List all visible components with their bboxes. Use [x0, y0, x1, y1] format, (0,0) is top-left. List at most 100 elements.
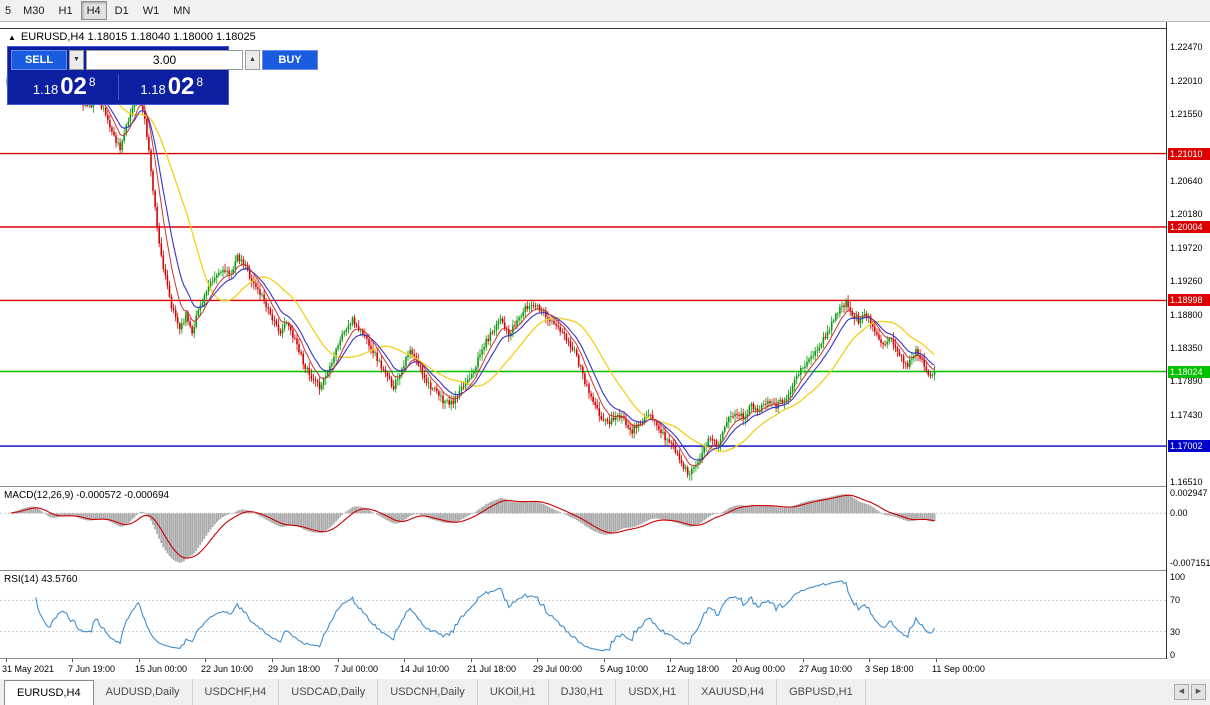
- price-tick-label: 1.20640: [1170, 176, 1203, 186]
- chart-tab[interactable]: USDCAD,Daily: [279, 679, 379, 705]
- price-divider: [117, 73, 119, 100]
- chart-tab[interactable]: USDCNH,Daily: [378, 679, 478, 705]
- timeframe-button[interactable]: H4: [80, 1, 107, 20]
- chart-tab[interactable]: AUDUSD,Daily: [94, 679, 193, 705]
- time-tick: [736, 659, 737, 662]
- price-tick-label: 1.21550: [1170, 109, 1203, 119]
- price-tick-label: 1.19260: [1170, 276, 1203, 286]
- time-label: 27 Aug 10:00: [799, 664, 853, 674]
- timeframe-button[interactable]: 5: [1, 1, 15, 20]
- time-label: 5 Aug 10:00: [600, 664, 649, 674]
- buy-button[interactable]: BUY: [262, 50, 318, 70]
- volume-dropdown-button[interactable]: ▼: [69, 50, 84, 70]
- macd-panel-canvas[interactable]: [0, 487, 1166, 570]
- one-click-trading-panel: SELL ▼ ▲ BUY 1.18 02 8 1.18 02 8: [7, 46, 318, 105]
- rsi-axis-label: 30: [1170, 627, 1181, 637]
- price-tick-label: 1.20180: [1170, 209, 1203, 219]
- price-tick-label: 1.22470: [1170, 42, 1203, 52]
- price-level-tag: 1.18024: [1168, 366, 1210, 378]
- price-level-tag: 1.17002: [1168, 440, 1210, 452]
- time-label: 11 Sep 00:00: [932, 664, 985, 674]
- sell-button[interactable]: SELL: [11, 50, 67, 70]
- chart-tab[interactable]: UKOil,H1: [478, 679, 549, 705]
- time-label: 20 Aug 00:00: [732, 664, 786, 674]
- time-tick: [72, 659, 73, 662]
- arrow-right-icon: ▶: [1195, 688, 1202, 695]
- price-tick-label: 1.19720: [1170, 243, 1203, 253]
- time-tick: [205, 659, 206, 662]
- chart-tab[interactable]: DJ30,H1: [549, 679, 617, 705]
- one-click-prices-row: 1.18 02 8 1.18 02 8: [11, 72, 225, 101]
- time-tick: [670, 659, 671, 662]
- sell-price-display[interactable]: 1.18 02 8: [11, 72, 118, 100]
- time-tick: [272, 659, 273, 662]
- price-tick-label: 1.17430: [1170, 410, 1203, 420]
- time-label: 14 Jul 10:00: [400, 664, 450, 674]
- time-tick: [338, 659, 339, 662]
- chart-frame-top-border: [0, 28, 1210, 29]
- sell-price-pips: 02: [60, 72, 87, 100]
- ohlc-title-text: EURUSD,H4 1.18015 1.18040 1.18000 1.1802…: [20, 31, 256, 43]
- timeframe-button[interactable]: W1: [137, 1, 166, 20]
- price-tick-label: 1.18350: [1170, 343, 1203, 353]
- time-label: 3 Sep 18:00: [865, 664, 914, 674]
- chart-tab[interactable]: XAUUSD,H4: [689, 679, 778, 705]
- time-tick: [869, 659, 870, 662]
- time-label: 21 Jul 18:00: [467, 664, 517, 674]
- time-tick: [604, 659, 605, 662]
- buy-price-frac: 8: [196, 74, 204, 89]
- volume-input[interactable]: [86, 50, 243, 70]
- price-axis[interactable]: 1.22470 1.22010 1.21550 1.20640 1.20180 1.197…: [1166, 22, 1210, 660]
- arrow-left-icon: ◀: [1178, 688, 1185, 695]
- one-click-collapse-icon[interactable]: ▲: [8, 32, 16, 42]
- chevron-down-icon: ▼: [73, 56, 80, 63]
- chart-tabs-bar: EURUSD,H4 AUDUSD,Daily USDCHF,H4 USDCAD,Dai…: [0, 679, 1210, 705]
- price-tick-label: 1.22010: [1170, 76, 1203, 86]
- macd-axis-label: 0.00: [1170, 508, 1188, 518]
- sell-price-big: 1.18: [32, 81, 59, 97]
- timeframe-button[interactable]: H1: [53, 1, 79, 20]
- macd-axis-label: 0.002947: [1170, 488, 1208, 498]
- chart-tab[interactable]: USDX,H1: [616, 679, 690, 705]
- timeframe-button[interactable]: MN: [167, 1, 196, 20]
- timeframe-button[interactable]: M30: [17, 1, 50, 20]
- time-label: 31 May 2021: [2, 664, 55, 674]
- panel-separator[interactable]: [0, 570, 1210, 571]
- macd-axis-label: -0.007151: [1170, 558, 1210, 568]
- tab-scroll-right-button[interactable]: ▶: [1191, 684, 1206, 700]
- time-label: 7 Jun 19:00: [68, 664, 116, 674]
- rsi-axis-label: 70: [1170, 595, 1181, 605]
- time-tick: [139, 659, 140, 662]
- time-tick: [471, 659, 472, 662]
- rsi-indicator-label: RSI(14) 43.5760: [4, 574, 78, 585]
- chart-tabs: EURUSD,H4 AUDUSD,Daily USDCHF,H4 USDCAD,Dai…: [4, 679, 866, 705]
- time-tick: [537, 659, 538, 662]
- panel-separator[interactable]: [0, 658, 1210, 659]
- chart-tab[interactable]: USDCHF,H4: [193, 679, 280, 705]
- price-tick-label: 1.17890: [1170, 376, 1203, 386]
- time-tick: [803, 659, 804, 662]
- timeframe-button[interactable]: D1: [109, 1, 135, 20]
- chart-tab[interactable]: EURUSD,H4: [4, 680, 94, 705]
- timeframe-toolbar: 5 M30 H1 H4 D1 W1 MN: [0, 0, 1210, 22]
- tab-scroll-left-button[interactable]: ◀: [1174, 684, 1189, 700]
- buy-price-display[interactable]: 1.18 02 8: [119, 72, 226, 100]
- time-tick: [6, 659, 7, 662]
- rsi-panel-canvas[interactable]: [0, 571, 1166, 658]
- volume-increase-button[interactable]: ▲: [245, 50, 260, 70]
- chevron-up-icon: ▲: [249, 56, 256, 63]
- candlestick-chart[interactable]: [0, 22, 1166, 486]
- buy-price-pips: 02: [167, 72, 195, 100]
- price-level-tag: 1.18998: [1168, 294, 1210, 306]
- panel-separator[interactable]: [0, 486, 1210, 487]
- time-axis[interactable]: 31 May 2021 7 Jun 19:00 15 Jun 00:00 22 Jun…: [0, 659, 1166, 679]
- rsi-axis-label: 100: [1170, 572, 1186, 582]
- time-label: 12 Aug 18:00: [666, 664, 720, 674]
- sell-price-frac: 8: [88, 74, 96, 89]
- time-label: 15 Jun 00:00: [135, 664, 188, 674]
- chart-tab[interactable]: GBPUSD,H1: [777, 679, 866, 705]
- price-level-tag: 1.20004: [1168, 221, 1210, 233]
- buy-price-big: 1.18: [140, 81, 166, 97]
- price-tick-label: 1.18800: [1170, 310, 1203, 320]
